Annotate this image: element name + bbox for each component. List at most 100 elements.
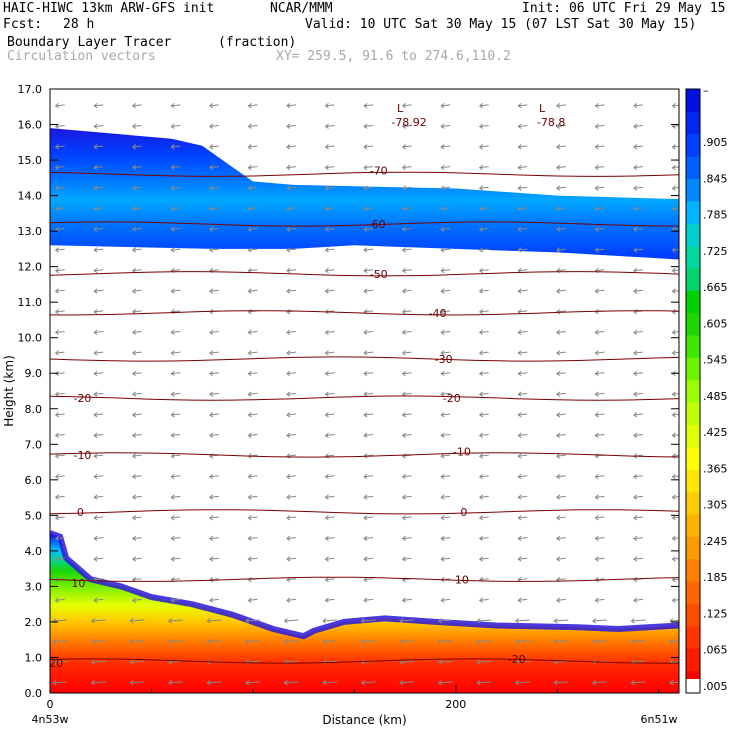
y-tick-label: 9.0 [25,367,43,380]
colorbar-label: .185 [703,571,728,584]
vector-arrow [555,185,566,191]
temperature-contour-line [50,658,679,664]
vector-arrow [401,288,412,294]
vector-arrow [131,288,142,294]
vector-arrow [324,494,335,500]
y-tick-label: 1.0 [25,651,43,664]
vector-arrow [54,391,65,397]
vector-arrow [170,185,181,191]
y-tick-label: 8.0 [25,403,43,416]
vector-arrow [555,412,566,418]
vector-arrow [131,164,142,171]
vector-arrow [54,453,65,459]
vector-arrow [93,185,104,191]
vector-arrow [555,102,566,109]
colorbar-swatch [686,469,700,493]
vector-arrow [324,123,335,129]
vector-arrow [592,679,607,686]
vector-arrow [247,597,258,603]
vector-arrow [401,350,412,356]
vector-arrow [401,185,412,191]
vector-arrow [401,267,412,274]
vector-arrow [54,102,65,109]
colorbar-label: .605 [703,317,728,330]
vector-arrow [669,679,679,686]
vector-arrow [594,185,605,191]
contour-label: -10 [453,445,471,458]
colorbar-swatch [686,267,700,291]
vector-arrow [363,144,374,150]
vector-arrow [594,515,605,521]
vector-arrow [247,535,258,542]
vector-arrow [594,597,605,603]
vector-arrow [131,123,142,129]
vector-arrow [555,205,566,212]
vector-arrow [54,329,65,335]
vector-arrow [170,123,181,129]
vector-arrow [671,102,679,109]
x-axis-title: Distance (km) [322,713,406,727]
colorbar-swatch [686,402,700,426]
vector-arrow [170,329,181,335]
vector-arrow [209,494,219,500]
vector-arrow [671,453,679,459]
minimum-mark: L [397,102,404,115]
vector-arrow [401,370,412,377]
vector-arrow [440,370,451,377]
vector-arrow [93,473,104,480]
vector-arrow [440,226,451,232]
vector-arrow [633,144,643,150]
vector-arrow [478,164,489,171]
vector-arrow [170,432,181,438]
vector-arrow [247,226,258,232]
y-tick-label: 16.0 [18,119,43,132]
contour-label: 10 [71,577,85,590]
vector-arrow [671,247,679,253]
vector-arrow [555,453,566,459]
vector-arrow [594,102,605,109]
vector-arrow [671,185,679,191]
vector-arrow [440,535,451,542]
colorbar-swatch [686,89,700,112]
colorbar-label: .905 [703,136,728,149]
vector-arrow [478,144,489,150]
vector-arrow [363,370,374,377]
vector-arrow [517,432,528,438]
vector-arrow [286,144,297,150]
vector-arrow [633,164,643,171]
vector-arrow [514,638,530,645]
colorbar-swatch [686,335,700,358]
vector-arrow [131,597,142,603]
vector-arrow [633,123,643,129]
vector-arrow [671,515,679,521]
valid-time: Valid: 10 UTC Sat 30 May 15 (07 LST Sat … [305,17,697,32]
vector-arrow [555,515,566,521]
vector-arrow [131,556,142,562]
vector-arrow [247,267,258,274]
colorbar-swatch [686,312,700,336]
vector-arrow [93,494,104,500]
vector-arrow [286,453,297,459]
vector-arrow [283,618,299,624]
vector-arrow [93,391,104,397]
vector-arrow [324,453,335,459]
vector-arrow [478,329,489,335]
vector-arrow [131,391,142,397]
vector-arrow [478,205,489,212]
colorbar-swatch [686,357,700,381]
vector-arrow [671,288,679,294]
vector-arrow [209,556,219,562]
vector-arrow [630,618,646,624]
vector-arrow [363,350,374,356]
x-tick-label: 200 [445,698,466,711]
vector-arrow [283,638,299,645]
vector-arrow [131,350,142,356]
vector-arrow [54,205,65,212]
contour-label: -30 [435,353,453,366]
vector-arrow [401,494,412,500]
vector-arrow [131,309,142,315]
vector-arrow [54,473,65,480]
vector-arrow [209,412,219,418]
vector-arrow [478,391,489,397]
vector-arrow [286,370,297,377]
